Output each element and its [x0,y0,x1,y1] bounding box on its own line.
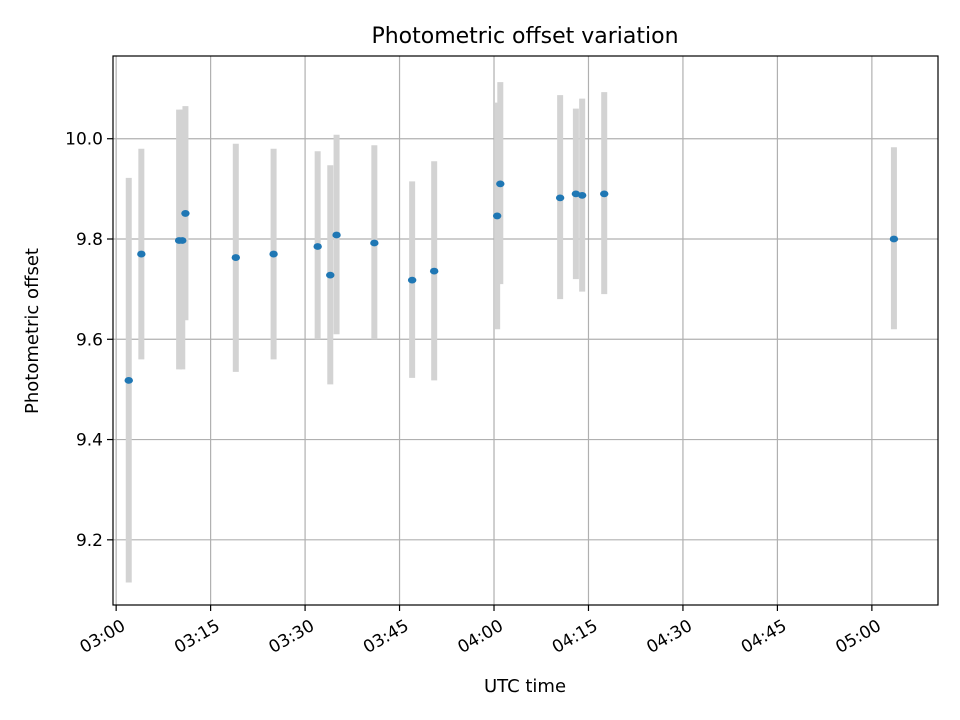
y-tick-label: 9.6 [76,330,103,350]
y-tick-label: 9.2 [76,531,103,551]
data-point [600,190,609,198]
y-axis-ticks: 9.2 9.4 9.6 9.8 10.0 [65,130,113,551]
data-point [577,191,587,199]
y-tick-label: 10.0 [65,130,103,150]
y-axis-label: Photometric offset [22,248,43,414]
data-point [370,239,379,247]
data-point [429,267,439,275]
data-point [571,190,581,198]
data-point [889,235,899,243]
data-point [178,237,187,244]
grid-lines [113,56,938,605]
data-point [269,250,278,258]
chart-title: Photometric offset variation [371,24,678,49]
data-point [492,212,502,220]
y-tick-label: 9.8 [76,230,103,250]
data-point [124,376,133,384]
data-point [555,194,565,202]
data-point [407,276,417,284]
data-point [326,271,335,279]
data-point [313,243,322,250]
x-axis-label: UTC time [484,676,566,697]
data-point [496,180,505,188]
data-point [181,210,190,217]
y-tick-label: 9.4 [76,431,103,451]
data-point [137,250,146,258]
data-point [332,231,341,239]
data-point [231,254,241,261]
plot-frame [112,55,939,606]
data-points [124,180,899,384]
